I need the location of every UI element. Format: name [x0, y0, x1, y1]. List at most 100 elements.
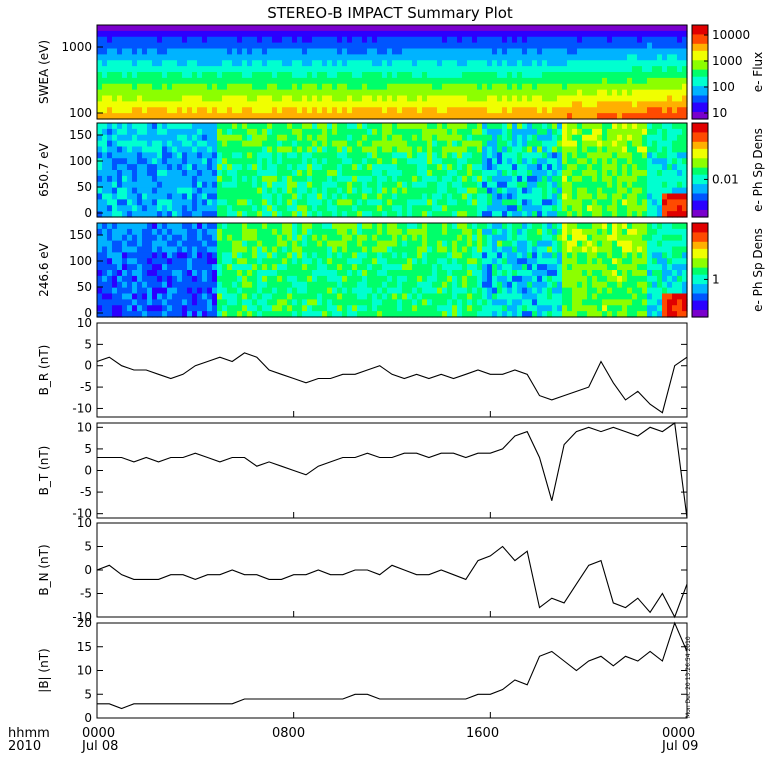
pad246-cell [207, 246, 213, 253]
swea-cell [212, 89, 218, 97]
swea-cell [642, 89, 648, 97]
swea-cell [282, 66, 288, 73]
pad650-cell [572, 128, 578, 136]
pad246-cell [402, 287, 408, 295]
swea-cell [122, 60, 128, 67]
swea-cell [317, 101, 323, 108]
pad246-cell [327, 264, 333, 271]
pad650-cell [142, 170, 148, 177]
pad246-cell [307, 287, 313, 295]
swea-cell [592, 101, 598, 108]
swea-cell [472, 42, 478, 50]
pad650-cell [137, 146, 143, 153]
pad650-cell [337, 146, 343, 153]
pad650-cell [472, 175, 478, 183]
pad246-cell [132, 293, 138, 300]
pad650-cell [452, 123, 458, 130]
swea-cell [387, 36, 393, 44]
swea-cell [502, 66, 508, 73]
pad650-cell [582, 211, 588, 218]
swea-cell [492, 48, 498, 55]
pad650-cell [657, 158, 663, 165]
pad650-cell [352, 199, 358, 206]
pad246-cell [302, 228, 308, 236]
pad650-cell [477, 158, 483, 165]
pad650-cell [567, 140, 573, 148]
pad650-cell [617, 158, 623, 165]
pad650-cell [467, 211, 473, 218]
swea-cell [137, 54, 143, 61]
pad650-cell [212, 146, 218, 153]
pad246-cell [342, 281, 348, 289]
pad650-cell [127, 205, 133, 212]
pad650-cell [257, 193, 263, 200]
pad650-cell [452, 146, 458, 153]
swea-cell [417, 60, 423, 67]
swea-cell [192, 25, 198, 32]
pad246-cell [457, 311, 463, 318]
swea-cell [507, 89, 513, 97]
pad650-cell [407, 140, 413, 148]
swea-cell [272, 89, 278, 97]
swea-cell [232, 30, 238, 38]
pad246-cell [332, 299, 338, 306]
pad246-cell [392, 299, 398, 306]
pad650-cell [487, 123, 493, 130]
pad246-cell [242, 234, 248, 242]
pad650-cell [417, 205, 423, 212]
pad650-cell [672, 211, 678, 218]
swea-cell [112, 72, 118, 79]
swea-cell [502, 101, 508, 108]
swea-cell [187, 30, 193, 38]
swea-cell [632, 36, 638, 44]
pad650-cell [337, 199, 343, 206]
pad650-cell [197, 128, 203, 136]
pad650-cell [152, 193, 158, 200]
swea-cell [592, 89, 598, 97]
swea-cell [512, 36, 518, 44]
pad246-cell [272, 264, 278, 271]
pad650-cell [272, 158, 278, 165]
swea-cell [242, 83, 248, 91]
pad650-cell [397, 123, 403, 130]
swea-cell [632, 95, 638, 102]
swea-cell [482, 36, 488, 44]
pad650-cell [327, 146, 333, 153]
pad650-cell [317, 175, 323, 183]
pad650-cell [342, 140, 348, 148]
pad650-cell [197, 123, 203, 130]
pad246-cell [437, 311, 443, 318]
pad246-cell [197, 287, 203, 295]
swea-cell [237, 83, 243, 91]
pad246-cell [312, 275, 318, 283]
swea-cell [272, 83, 278, 91]
pad650-cell [272, 199, 278, 206]
pad246-cell [252, 275, 258, 283]
pad650-cell [667, 211, 673, 218]
pad650-cell [357, 134, 363, 142]
swea-cell [432, 30, 438, 38]
swea-cell [392, 72, 398, 79]
swea-cell [102, 60, 108, 67]
pad650-cell [497, 128, 503, 136]
pad650-cell [247, 134, 253, 142]
pad650-cell [392, 175, 398, 183]
pad246-cell [367, 270, 373, 277]
swea-cell [102, 25, 108, 32]
swea-cell [382, 25, 388, 32]
pad246-cell [212, 228, 218, 236]
swea-cell [402, 36, 408, 44]
pad650-cell [347, 199, 353, 206]
swea-cell [367, 36, 373, 44]
swea-cell [487, 25, 493, 32]
pad650-cell [477, 187, 483, 195]
swea-cell [167, 54, 173, 61]
pad650-cell [202, 181, 208, 189]
pad650-cell [532, 193, 538, 200]
swea-cell [317, 107, 323, 114]
pad650-cell [682, 187, 688, 195]
pad650-cell [612, 193, 618, 200]
swea-cell [667, 42, 673, 50]
pad650-cell [167, 193, 173, 200]
pad650-cell [112, 128, 118, 136]
